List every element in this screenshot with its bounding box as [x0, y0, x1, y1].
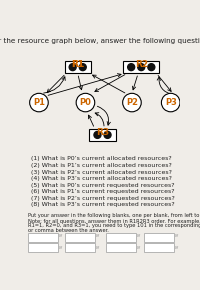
Text: or comma between the answer.: or comma between the answer.	[28, 228, 109, 233]
Circle shape	[30, 93, 48, 112]
Text: Put your answer in the following blanks, one per blank, from left to right.: Put your answer in the following blanks,…	[28, 213, 200, 218]
Text: (4) What is P3’s current allocated resources?: (4) What is P3’s current allocated resou…	[31, 176, 172, 181]
Text: For the resource graph below, answer the following questions:: For the resource graph below, answer the…	[0, 38, 200, 44]
Bar	[28, 233, 58, 242]
Text: 8/: 8/	[137, 234, 141, 238]
Bar	[106, 233, 136, 242]
Circle shape	[79, 64, 86, 70]
Text: Note: for all questions, answer them in R1R2R3 order. For example, if your answe: Note: for all questions, answer them in …	[28, 219, 200, 224]
Text: 8/: 8/	[59, 234, 63, 238]
Bar	[65, 244, 95, 252]
Text: R1=1, R2=0, and R3=1, you need to type 101 in the corresponding blank, no spaces: R1=1, R2=0, and R3=1, you need to type 1…	[28, 224, 200, 229]
Text: (3) What is P2’s current allocated resources?: (3) What is P2’s current allocated resou…	[31, 170, 172, 175]
Text: (7) What is P2’s current requested resources?: (7) What is P2’s current requested resou…	[31, 196, 175, 201]
Circle shape	[128, 64, 135, 70]
Text: (1) What is P0’s current allocated resources?: (1) What is P0’s current allocated resou…	[31, 157, 172, 162]
Bar	[144, 244, 174, 252]
Text: P0: P0	[80, 98, 91, 107]
Circle shape	[94, 131, 101, 138]
Circle shape	[161, 93, 180, 112]
Bar	[65, 233, 95, 242]
Bar	[144, 233, 174, 242]
Text: 8/: 8/	[175, 234, 179, 238]
Circle shape	[69, 64, 76, 70]
Text: 8/: 8/	[96, 234, 100, 238]
Text: R1: R1	[71, 60, 84, 69]
Bar	[106, 244, 136, 252]
Text: 8/: 8/	[59, 246, 63, 250]
Text: 8/: 8/	[96, 246, 100, 250]
Circle shape	[138, 64, 145, 70]
Text: R2: R2	[135, 60, 148, 69]
Circle shape	[104, 131, 111, 138]
Bar	[89, 129, 116, 141]
Bar	[28, 244, 58, 252]
Text: 8/: 8/	[137, 246, 141, 250]
Text: R1: R1	[71, 60, 84, 69]
Circle shape	[76, 93, 95, 112]
Text: (8) What is P3’s current requested resources?: (8) What is P3’s current requested resou…	[31, 202, 175, 207]
Text: P1: P1	[33, 98, 45, 107]
Text: R3: R3	[96, 128, 109, 137]
Circle shape	[148, 64, 155, 70]
Text: P2: P2	[126, 98, 138, 107]
Bar	[65, 61, 91, 73]
Text: (5) What is P0’s current requested resources?: (5) What is P0’s current requested resou…	[31, 183, 175, 188]
Text: P3: P3	[165, 98, 177, 107]
Text: (6) What is P1’s current requested resources?: (6) What is P1’s current requested resou…	[31, 189, 175, 194]
Text: (2) What is P1’s current allocated resources?: (2) What is P1’s current allocated resou…	[31, 163, 172, 168]
Bar	[123, 61, 159, 73]
Circle shape	[123, 93, 141, 112]
Text: 8/: 8/	[175, 246, 179, 250]
